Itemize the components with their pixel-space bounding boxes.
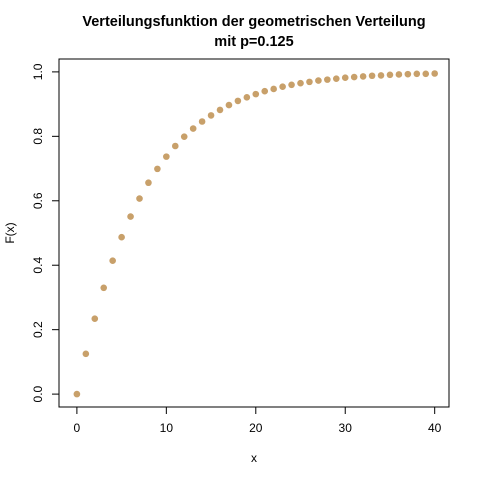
x-axis-label: x: [251, 451, 257, 465]
data-point: [306, 78, 313, 86]
data-point: [145, 179, 152, 187]
data-point: [324, 76, 331, 83]
data-point: [413, 70, 421, 78]
data-point: [100, 284, 108, 292]
data-point: [127, 213, 134, 220]
y-axis: 0.0 0.2 0.4 0.6 0.8 1.0: [31, 63, 60, 402]
data-point: [243, 94, 251, 101]
y-tick-label: 0.0: [31, 385, 45, 402]
data-point: [341, 74, 349, 81]
data-point: [368, 72, 376, 80]
data-point: [82, 350, 90, 358]
y-tick-label: 1.0: [31, 63, 45, 80]
x-tick-label: 0: [74, 421, 81, 435]
data-point: [359, 73, 367, 80]
x-tick-label: 30: [339, 421, 353, 435]
data-point: [91, 315, 99, 323]
data-point: [332, 75, 340, 82]
y-tick-label: 0.4: [31, 257, 45, 274]
data-point: [234, 97, 242, 105]
chart-title-line2: mit p=0.125: [214, 34, 293, 50]
data-point: [109, 257, 116, 265]
data-point: [207, 112, 215, 119]
data-point: [225, 101, 233, 109]
data-points: [73, 70, 438, 398]
y-tick-label: 0.8: [31, 128, 45, 145]
data-point: [163, 153, 170, 160]
x-tick-label: 40: [428, 421, 442, 435]
data-point: [216, 106, 224, 114]
data-point: [136, 195, 143, 202]
data-point: [189, 125, 197, 132]
x-tick-label: 10: [160, 421, 174, 435]
data-point: [297, 79, 304, 87]
chart-title-line1: Verteilungsfunktion der geometrischen Ve…: [82, 14, 425, 30]
data-point: [395, 71, 403, 78]
data-point: [154, 165, 161, 173]
y-tick-label: 0.2: [31, 321, 45, 338]
data-point: [350, 73, 358, 81]
y-axis-label: F(x): [3, 222, 17, 243]
x-tick-label: 20: [249, 421, 263, 435]
data-point: [279, 83, 286, 91]
data-point: [288, 81, 295, 89]
data-point: [422, 70, 430, 78]
data-point: [315, 77, 322, 84]
data-point: [73, 390, 81, 398]
data-point: [252, 90, 260, 98]
data-point: [270, 85, 277, 93]
data-point: [261, 87, 269, 95]
data-point: [431, 70, 438, 77]
data-point: [198, 118, 206, 125]
data-point: [386, 71, 394, 79]
data-point: [171, 142, 179, 150]
data-point: [180, 133, 188, 140]
data-point: [377, 72, 385, 79]
data-point: [118, 233, 125, 241]
x-axis: 0 10 20 30 40: [74, 406, 442, 435]
y-tick-label: 0.6: [31, 192, 45, 209]
data-point: [404, 70, 412, 78]
